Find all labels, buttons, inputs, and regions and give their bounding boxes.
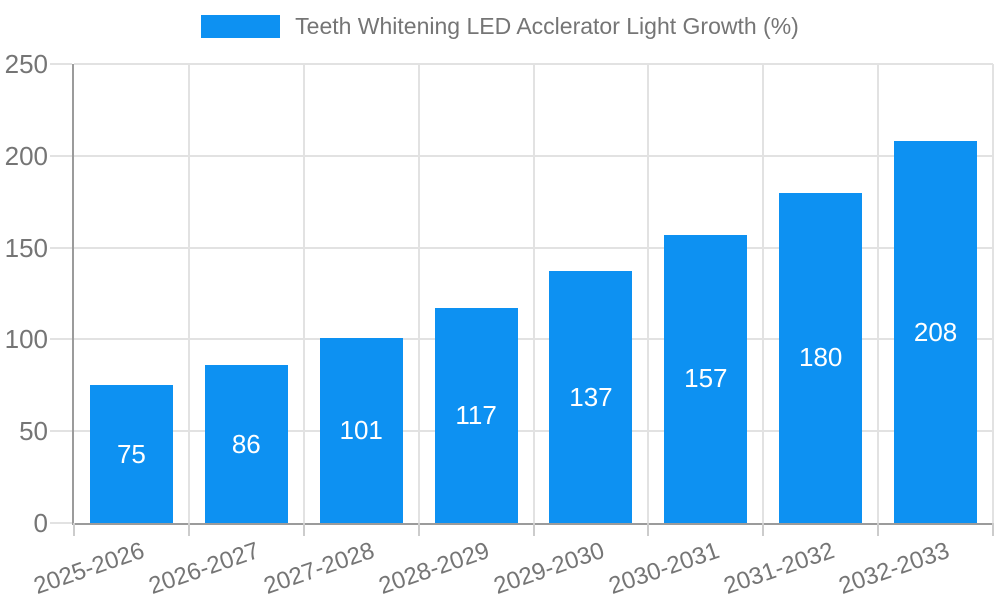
bar-value-label: 208 bbox=[913, 316, 958, 347]
bar-value-label: 157 bbox=[684, 363, 728, 394]
y-tick-mark bbox=[50, 522, 72, 524]
y-tick-mark bbox=[50, 338, 72, 341]
v-gridline bbox=[647, 64, 650, 523]
v-gridline bbox=[532, 64, 535, 523]
bar-value-label: 180 bbox=[798, 342, 843, 373]
bar: 180 bbox=[779, 192, 863, 523]
bar: 157 bbox=[664, 234, 748, 523]
v-gridline bbox=[877, 64, 880, 523]
x-tick-mark bbox=[992, 523, 994, 536]
y-tick-label: 50 bbox=[19, 416, 48, 447]
y-tick-mark bbox=[50, 154, 72, 157]
x-tick-mark bbox=[877, 523, 880, 536]
legend-swatch bbox=[201, 15, 281, 38]
bar-value-label: 86 bbox=[231, 428, 261, 459]
chart-legend: Teeth Whitening LED Acclerator Light Gro… bbox=[0, 13, 1000, 40]
bar: 75 bbox=[89, 385, 173, 523]
x-tick-mark bbox=[73, 523, 75, 536]
v-gridline bbox=[762, 64, 765, 523]
bar: 117 bbox=[434, 308, 518, 523]
x-tick-mark bbox=[762, 523, 765, 536]
y-tick-label: 250 bbox=[4, 49, 48, 79]
bar: 137 bbox=[549, 271, 633, 523]
x-tick-mark bbox=[647, 523, 650, 536]
v-gridline bbox=[187, 64, 190, 523]
bar-value-label: 137 bbox=[569, 381, 613, 412]
bar-value-label: 75 bbox=[116, 438, 146, 469]
y-tick-label: 200 bbox=[4, 140, 48, 171]
v-gridline bbox=[302, 64, 305, 523]
y-tick-mark bbox=[50, 246, 72, 249]
x-tick-mark bbox=[302, 523, 305, 536]
y-tick-mark bbox=[50, 430, 72, 433]
bar-value-label: 117 bbox=[455, 400, 497, 431]
x-tick-mark bbox=[417, 523, 420, 536]
x-tick-mark bbox=[532, 523, 535, 536]
x-tick-mark bbox=[187, 523, 190, 536]
legend-label: Teeth Whitening LED Acclerator Light Gro… bbox=[295, 13, 799, 39]
plot-area: 0 50 100 150 200 250 75 86 101 117 137 157 180 208 202… bbox=[5, 49, 994, 600]
bar: 86 bbox=[204, 365, 288, 523]
y-tick-label: 100 bbox=[4, 324, 48, 355]
bar-value-label: 101 bbox=[339, 414, 383, 445]
v-gridline bbox=[417, 64, 420, 523]
v-gridline bbox=[992, 64, 994, 523]
y-tick-label: 150 bbox=[4, 232, 48, 263]
y-tick-label: 0 bbox=[33, 508, 48, 538]
bar: 208 bbox=[894, 141, 978, 523]
y-tick-mark bbox=[50, 63, 72, 65]
bar: 101 bbox=[319, 337, 403, 523]
